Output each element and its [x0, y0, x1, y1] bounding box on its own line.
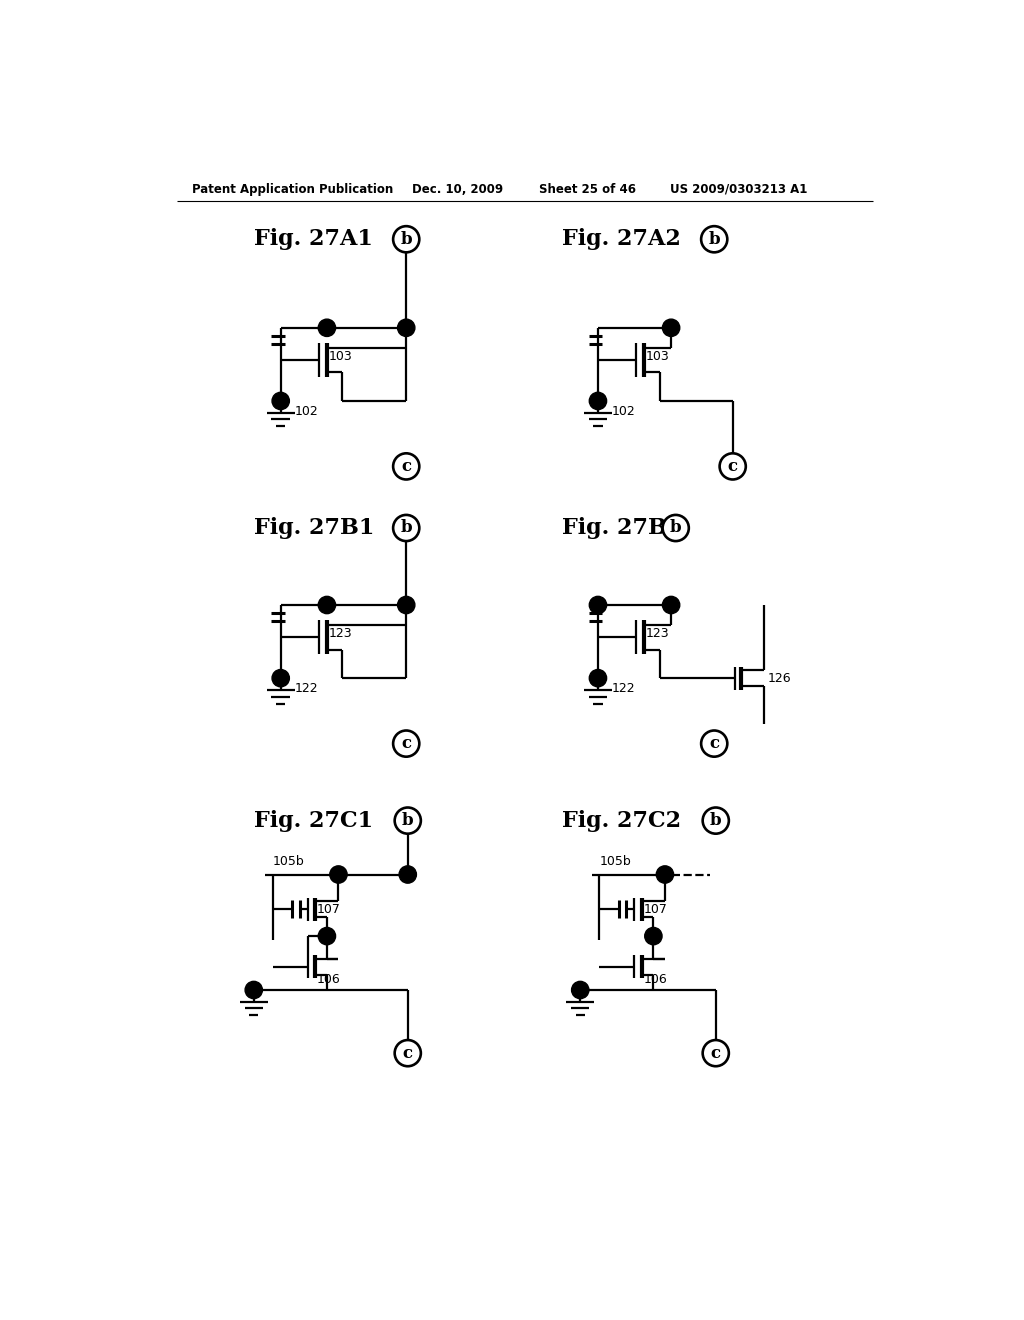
Circle shape [318, 928, 336, 945]
Circle shape [318, 319, 336, 337]
Circle shape [330, 866, 347, 883]
Circle shape [656, 866, 674, 883]
Text: b: b [400, 520, 412, 536]
Text: c: c [401, 735, 412, 752]
Circle shape [393, 453, 419, 479]
Text: Fig. 27B2: Fig. 27B2 [562, 517, 682, 539]
Text: 105b: 105b [599, 855, 631, 869]
Text: 103: 103 [646, 350, 670, 363]
Text: 102: 102 [295, 405, 318, 418]
Circle shape [397, 319, 415, 337]
Circle shape [394, 1040, 421, 1067]
Circle shape [589, 597, 606, 614]
Text: Fig. 27C2: Fig. 27C2 [562, 809, 681, 832]
Text: 106: 106 [643, 973, 667, 986]
Circle shape [663, 515, 689, 541]
Text: Fig. 27A2: Fig. 27A2 [562, 228, 681, 251]
Circle shape [663, 319, 680, 337]
Text: 122: 122 [295, 682, 318, 696]
Circle shape [701, 226, 727, 252]
Circle shape [571, 981, 589, 999]
Text: Fig. 27A1: Fig. 27A1 [254, 228, 373, 251]
Circle shape [272, 669, 290, 686]
Text: 107: 107 [643, 903, 668, 916]
Text: Fig. 27B1: Fig. 27B1 [254, 517, 374, 539]
Text: b: b [400, 231, 412, 248]
Text: Sheet 25 of 46: Sheet 25 of 46 [539, 182, 636, 195]
Circle shape [394, 808, 421, 834]
Circle shape [589, 392, 606, 409]
Text: 103: 103 [329, 350, 352, 363]
Text: b: b [402, 812, 414, 829]
Text: 123: 123 [646, 627, 670, 640]
Text: 107: 107 [316, 903, 341, 916]
Circle shape [399, 866, 417, 883]
Text: Patent Application Publication: Patent Application Publication [193, 182, 393, 195]
Text: b: b [709, 231, 720, 248]
Text: c: c [710, 735, 719, 752]
Text: Fig. 27C1: Fig. 27C1 [254, 809, 373, 832]
Text: b: b [670, 520, 682, 536]
Text: 122: 122 [611, 682, 636, 696]
Circle shape [645, 928, 663, 945]
Text: c: c [401, 458, 412, 475]
Circle shape [663, 597, 680, 614]
Text: 126: 126 [768, 672, 792, 685]
Text: 102: 102 [611, 405, 636, 418]
Circle shape [272, 392, 290, 409]
Circle shape [245, 981, 262, 999]
Circle shape [318, 597, 336, 614]
Circle shape [589, 669, 606, 686]
Text: c: c [728, 458, 737, 475]
Circle shape [397, 597, 415, 614]
Text: Dec. 10, 2009: Dec. 10, 2009 [412, 182, 503, 195]
Text: 123: 123 [329, 627, 352, 640]
Circle shape [720, 453, 745, 479]
Circle shape [393, 226, 419, 252]
Text: c: c [711, 1044, 721, 1061]
Circle shape [702, 1040, 729, 1067]
Text: b: b [710, 812, 722, 829]
Circle shape [393, 730, 419, 756]
Circle shape [702, 808, 729, 834]
Text: US 2009/0303213 A1: US 2009/0303213 A1 [670, 182, 807, 195]
Text: 106: 106 [316, 973, 341, 986]
Text: 105b: 105b [273, 855, 305, 869]
Text: c: c [402, 1044, 413, 1061]
Circle shape [701, 730, 727, 756]
Circle shape [393, 515, 419, 541]
